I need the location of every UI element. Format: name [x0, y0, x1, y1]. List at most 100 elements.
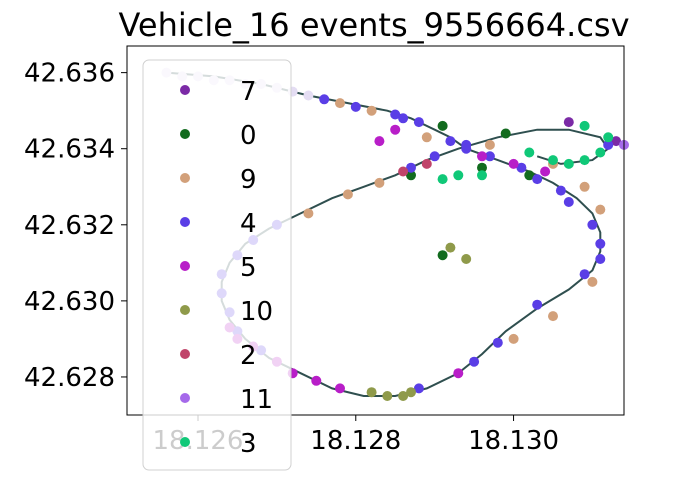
data-point [350, 101, 361, 112]
data-point [524, 147, 535, 158]
plot-frame [126, 45, 625, 416]
data-point [595, 238, 606, 249]
data-point [579, 181, 590, 192]
legend-marker [180, 85, 190, 95]
data-point [398, 166, 409, 177]
legend-marker [180, 305, 190, 315]
data-point [484, 139, 495, 150]
legend-label: 7 [240, 77, 257, 107]
data-point [548, 155, 558, 166]
data-point [595, 204, 606, 215]
y-tick-label: 42.630 [24, 287, 115, 317]
chart-title: Vehicle_16 events_9556664.csv [118, 6, 629, 44]
data-point [413, 117, 424, 128]
data-point [524, 170, 535, 181]
x-tick-label: 18.128 [310, 426, 401, 456]
y-tick-label: 42.634 [24, 135, 115, 165]
data-point [477, 151, 487, 162]
data-point [390, 124, 401, 135]
legend-marker [180, 393, 190, 403]
data-point [500, 128, 511, 139]
data-point [563, 158, 574, 169]
legend-marker [180, 173, 190, 183]
data-point [461, 139, 472, 150]
data-point [437, 250, 448, 261]
data-point [406, 162, 416, 173]
data-point [382, 391, 393, 401]
data-point [603, 139, 614, 150]
legend-label: 10 [240, 297, 273, 327]
data-point [445, 242, 456, 253]
data-point [508, 158, 519, 169]
data-point [390, 109, 401, 120]
data-point [453, 170, 464, 181]
data-point [335, 383, 345, 394]
data-point [366, 387, 377, 398]
legend-label: 5 [240, 253, 257, 283]
data-point [595, 254, 606, 264]
data-point [374, 136, 385, 147]
data-point [398, 113, 409, 124]
data-point [406, 170, 416, 181]
data-point [421, 158, 432, 169]
data-point [477, 170, 487, 181]
data-point [311, 375, 322, 386]
y-tick-label: 42.628 [24, 363, 115, 393]
data-point [303, 208, 314, 219]
data-point [587, 219, 598, 230]
legend-marker [180, 217, 190, 227]
data-point [595, 147, 606, 158]
data-point [563, 197, 574, 207]
data-point [429, 151, 440, 162]
data-point [532, 174, 543, 185]
data-point [398, 391, 409, 401]
data-point [548, 311, 558, 322]
data-point [437, 120, 448, 131]
data-point [563, 117, 574, 128]
legend-label: 4 [240, 209, 257, 239]
legend-box [142, 59, 292, 471]
data-point [413, 383, 424, 394]
data-point [516, 162, 527, 173]
data-point [484, 151, 495, 162]
data-point [587, 276, 598, 287]
data-point [366, 105, 377, 116]
data-point [603, 132, 614, 143]
data-point [319, 94, 330, 105]
legend-marker [180, 437, 190, 447]
data-point [421, 132, 432, 143]
axes-layer: 18.12618.12818.13042.62842.63042.63242.6… [24, 59, 559, 456]
y-tick-label: 42.632 [24, 211, 115, 241]
data-point [342, 189, 353, 200]
data-point [303, 90, 314, 101]
legend-label: 3 [240, 429, 257, 459]
legend-label: 11 [240, 385, 273, 415]
data-point [579, 120, 590, 131]
legend-marker [180, 261, 190, 271]
data-point [437, 174, 448, 185]
legend-label: 2 [240, 341, 257, 371]
data-point [579, 269, 590, 280]
data-point [532, 299, 543, 310]
data-point [508, 333, 519, 344]
legend-marker [180, 129, 190, 139]
data-point [453, 368, 464, 379]
legend-marker [180, 349, 190, 359]
y-tick-label: 42.636 [24, 59, 115, 89]
data-point [445, 136, 456, 147]
data-point [611, 136, 622, 147]
legend: 7 0 9 4 5 10 2 11 3 [142, 59, 292, 471]
data-point [406, 387, 416, 398]
legend-label: 9 [240, 165, 257, 195]
data-point [335, 98, 345, 109]
data-point [477, 162, 487, 173]
data-point [461, 254, 472, 264]
data-point [555, 185, 566, 196]
data-point [492, 337, 503, 348]
data-point [469, 356, 480, 367]
data-point [579, 155, 590, 166]
x-tick-label: 18.130 [468, 426, 559, 456]
data-point [540, 166, 551, 177]
data-point [374, 177, 385, 188]
